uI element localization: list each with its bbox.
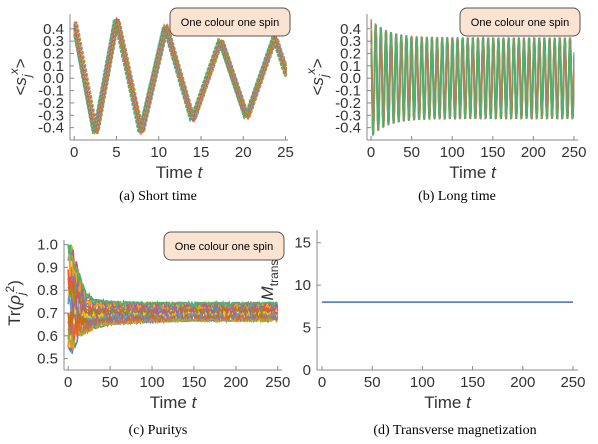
y-tick-label: 0.9 [37,259,58,276]
x-axis-label: Time t [424,393,472,412]
legend: One colour one spin [169,7,291,37]
caption: (c) Puritys [129,423,188,438]
caption: (b) Long time [418,189,496,204]
x-tick-label: 150 [460,374,485,391]
x-tick-label: 5 [112,144,120,161]
chart-c: 0 50 100 150 200 250 0.5 0.6 0.7 0.8 0.9 1.0 Time t T… [3,231,290,438]
y-axis-label: Tr(ρj2) [3,280,28,326]
x-tick-label: 250 [561,144,586,161]
x-tick-label: 0 [64,374,72,391]
series-line [370,23,575,136]
y-tick-label: 0.6 [37,328,58,345]
y-tick-label: -0.2 [335,95,361,112]
x-tick-label: 50 [102,374,119,391]
x-tick-label: 15 [193,144,210,161]
y-tick-label: 0.0 [340,70,361,87]
y-tick-label: -0.3 [335,107,361,124]
caption: (a) Short time [119,189,197,204]
x-tick-label: 0 [70,144,78,161]
y-tick-label: 0.8 [37,282,58,299]
x-axis-label: Time t [150,393,198,412]
legend: One colour one spin [163,231,285,261]
x-tick-label: 50 [403,144,420,161]
y-tick-label: 5 [303,320,311,337]
series-line [73,19,287,134]
x-tick-label: 20 [235,144,252,161]
legend-box [459,7,581,37]
x-tick-label: 100 [410,374,435,391]
y-tick-label: 0.2 [340,46,361,63]
y-tick-label: 0.0 [43,70,64,87]
y-axis-label: <sjx> [7,58,34,95]
y-axis-label: Mtrans [258,260,281,301]
legend-box [163,231,285,261]
y-tick-label: -0.4 [335,120,361,137]
series-line [73,16,288,137]
y-tick-label: -0.3 [38,107,64,124]
x-tick-label: 0 [318,374,326,391]
x-tick-label: 0 [367,144,375,161]
x-tick-label: 100 [440,144,465,161]
x-tick-label: 200 [521,144,546,161]
legend-label: One colour one spin [471,17,569,29]
y-tick-label: 0.1 [340,58,361,75]
x-tick-label: 200 [510,374,535,391]
legend-box [169,7,291,37]
x-tick-label: 25 [277,144,294,161]
legend-label: One colour one spin [175,241,273,253]
x-tick-label: 250 [560,374,585,391]
y-tick-label: 0.7 [37,305,58,322]
y-tick-label: 0 [303,362,311,379]
x-tick-label: 150 [480,144,505,161]
x-tick-label: 200 [223,374,248,391]
x-tick-label: 10 [150,144,167,161]
legend-label: One colour one spin [181,17,279,29]
chart-a: 0 5 10 15 20 25 -0.4-0.3-0.2-0.10.00.10.20.30.… [7,7,294,204]
y-tick-label: 0.4 [340,21,361,38]
y-tick-label: 0.4 [43,21,64,38]
y-tick-label: 10 [294,277,311,294]
y-tick-label: 0.3 [340,33,361,50]
chart-b: 0 50 100 150 200 250 -0.4-0.3-0.2-0.10.00.10.2… [304,7,586,204]
y-tick-label: 0.2 [43,46,64,63]
x-tick-label: 150 [181,374,206,391]
y-tick-label: -0.1 [38,83,64,100]
x-axis-label: Time t [449,163,497,182]
y-tick-label: 0.1 [43,58,64,75]
y-tick-label: -0.4 [38,120,64,137]
y-tick-label: -0.1 [335,83,361,100]
y-tick-label: 0.5 [37,351,58,368]
x-axis-label: Time t [156,163,204,182]
caption: (d) Transverse magnetization [373,423,536,438]
y-tick-label: 0.3 [43,33,64,50]
y-tick-label: 15 [294,235,311,252]
y-tick-label: 1.0 [37,237,58,254]
x-tick-label: 50 [364,374,381,391]
series-line [67,244,278,309]
legend: One colour one spin [459,7,581,37]
y-tick-label: -0.2 [38,95,64,112]
y-axis-label: <sjx> [304,58,331,95]
x-tick-label: 100 [140,374,165,391]
x-tick-label: 250 [265,374,290,391]
chart-d: 0 50 100 150 200 250 0 5 10 15 Time t Mtrans (d) Tra… [258,230,585,438]
